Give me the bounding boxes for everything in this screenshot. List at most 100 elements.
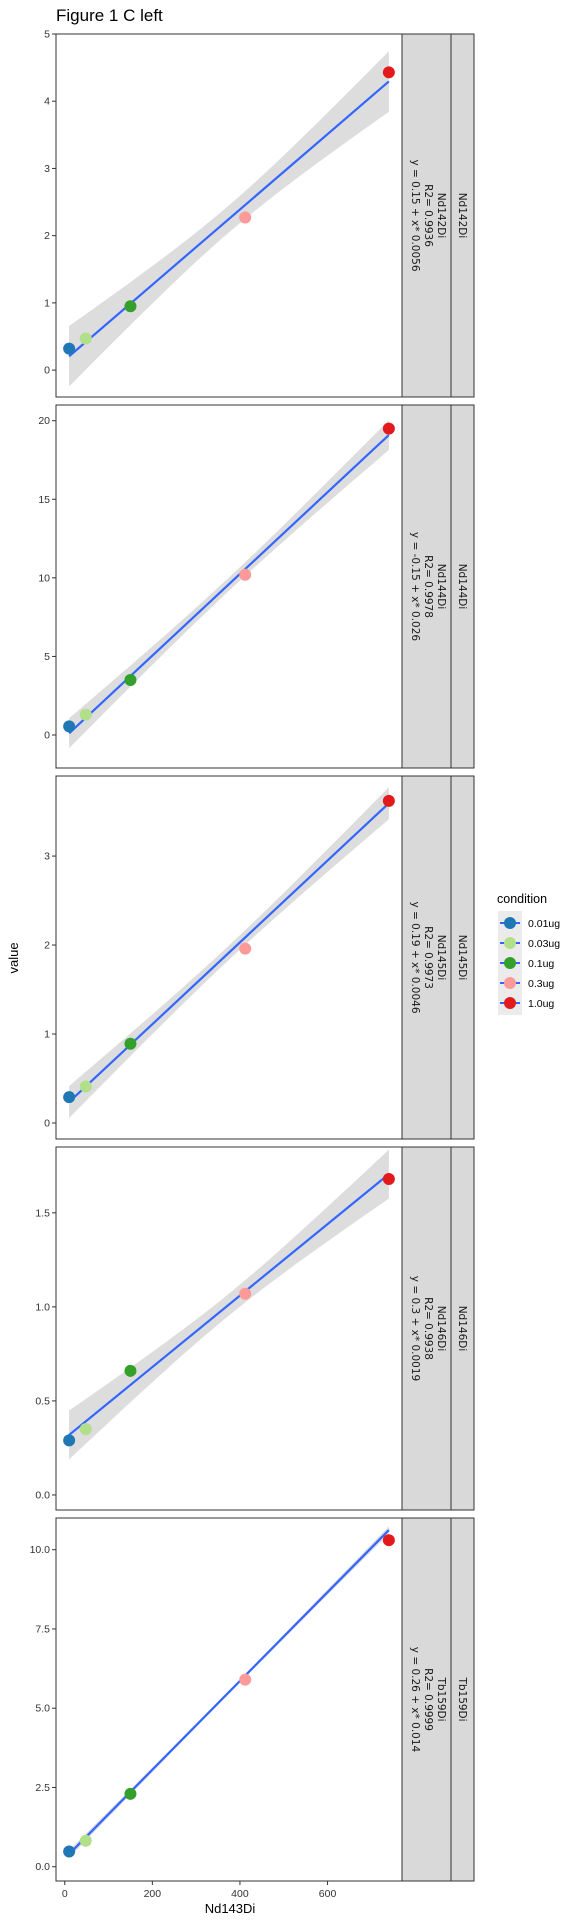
legend-label: 0.03ug	[528, 938, 560, 950]
facet-label: Nd142Di	[456, 193, 468, 239]
data-point	[239, 942, 252, 955]
equation-line: y = 0.15 + x* 0.0056	[409, 159, 421, 271]
legend-label: 1.0ug	[528, 998, 554, 1010]
y-tick-label: 15	[38, 494, 50, 506]
equation-line: y = -0.15 + x* 0.026	[409, 532, 421, 642]
equation-line: Tb159Di	[435, 1676, 447, 1721]
data-point	[63, 1845, 76, 1858]
data-point	[63, 1434, 76, 1447]
facet-label: Nd144Di	[456, 564, 468, 610]
equation-line: R2= 0.9999	[422, 1668, 434, 1731]
equation-line: Nd146Di	[435, 1306, 447, 1352]
equation-strip	[401, 404, 452, 769]
y-tick-label: 0	[44, 1117, 50, 1129]
y-tick-label: 2	[44, 940, 50, 952]
equation-line: Nd144Di	[435, 564, 447, 610]
y-tick-label: 5.0	[35, 1703, 50, 1715]
data-point	[79, 1834, 92, 1847]
legend-label: 0.3ug	[528, 978, 554, 990]
y-axis-title: value	[6, 942, 21, 973]
data-point	[79, 332, 92, 345]
equation-strip	[401, 1146, 452, 1511]
y-tick-label: 4	[44, 96, 50, 108]
regression-line	[68, 1529, 390, 1855]
regression-line	[68, 802, 390, 1103]
data-point	[79, 1423, 92, 1436]
legend-entry: 0.01ug	[500, 917, 560, 930]
facet-strip	[450, 404, 475, 769]
data-point	[79, 1080, 92, 1093]
y-tick-label: 0.0	[35, 1489, 50, 1501]
regression-line	[68, 80, 390, 358]
legend-entry: 0.1ug	[500, 957, 554, 970]
legend-title: condition	[497, 892, 547, 906]
legend-label: 0.1ug	[528, 958, 554, 970]
x-tick-label: 400	[231, 1888, 249, 1900]
data-point	[63, 720, 76, 733]
data-point	[382, 794, 395, 807]
facet-label: Nd146Di	[456, 1306, 468, 1352]
equation-line: R2= 0.9938	[422, 1297, 434, 1360]
facet-label: Nd145Di	[456, 935, 468, 981]
equation-line: R2= 0.9973	[422, 926, 434, 989]
y-tick-label: 5	[44, 29, 50, 41]
data-point	[239, 1287, 252, 1300]
x-tick-label: 200	[144, 1888, 162, 1900]
x-tick-label: 600	[319, 1888, 337, 1900]
data-point	[124, 1037, 137, 1050]
y-tick-label: 1.5	[35, 1207, 50, 1219]
y-tick-label: 20	[38, 415, 50, 427]
legend: condition 0.01ug 0.03ug 0.1ug 0.3ug 1.0ug	[497, 892, 560, 1015]
chart-title: Figure 1 C left	[56, 6, 163, 25]
facet-label: Tb159Di	[456, 1676, 468, 1721]
data-point	[124, 1787, 137, 1800]
data-point	[124, 300, 137, 313]
data-point	[239, 568, 252, 581]
y-tick-label: 2	[44, 230, 50, 242]
equation-strip	[401, 1517, 452, 1882]
facet-strip	[450, 33, 475, 398]
y-tick-label: 0	[44, 730, 50, 742]
legend-key-point	[504, 957, 516, 969]
x-tick-label: 0	[62, 1888, 68, 1900]
y-tick-label: 2.5	[35, 1782, 50, 1794]
facet-strip	[450, 1517, 475, 1882]
data-point	[382, 1534, 395, 1547]
y-tick-label: 5	[44, 651, 50, 663]
facet-strip	[450, 775, 475, 1140]
data-point	[63, 342, 76, 355]
legend-label: 0.01ug	[528, 918, 560, 930]
legend-key-point	[504, 977, 516, 989]
equation-line: y = 0.19 + x* 0.0046	[409, 901, 421, 1013]
x-axis-title: Nd143Di	[205, 1901, 256, 1916]
equation-line: Nd142Di	[435, 193, 447, 239]
legend-entry: 0.3ug	[500, 977, 554, 990]
equation-line: Nd145Di	[435, 935, 447, 981]
data-point	[239, 1673, 252, 1686]
x-axis: 0 200 400 600	[62, 1881, 337, 1900]
legend-key-point	[504, 917, 516, 929]
equation-line: y = 0.26 + x* 0.014	[409, 1647, 421, 1753]
legend-entry: 1.0ug	[500, 997, 554, 1010]
data-point	[124, 674, 137, 686]
y-tick-label: 0	[44, 365, 50, 377]
data-point	[382, 422, 395, 435]
legend-key-point	[504, 937, 516, 949]
y-tick-label: 10.0	[30, 1544, 51, 1556]
regression-line	[68, 1173, 390, 1436]
y-tick-label: 3	[44, 163, 50, 175]
y-tick-label: 10	[38, 572, 50, 584]
legend-key-point	[504, 997, 516, 1009]
equation-line: y = 0.3 + x* 0.0019	[409, 1276, 421, 1381]
equation-strip	[401, 33, 452, 398]
data-point	[382, 1172, 395, 1185]
y-tick-label: 1.0	[35, 1301, 50, 1313]
y-tick-label: 3	[44, 851, 50, 863]
y-tick-label: 0.0	[35, 1861, 50, 1873]
